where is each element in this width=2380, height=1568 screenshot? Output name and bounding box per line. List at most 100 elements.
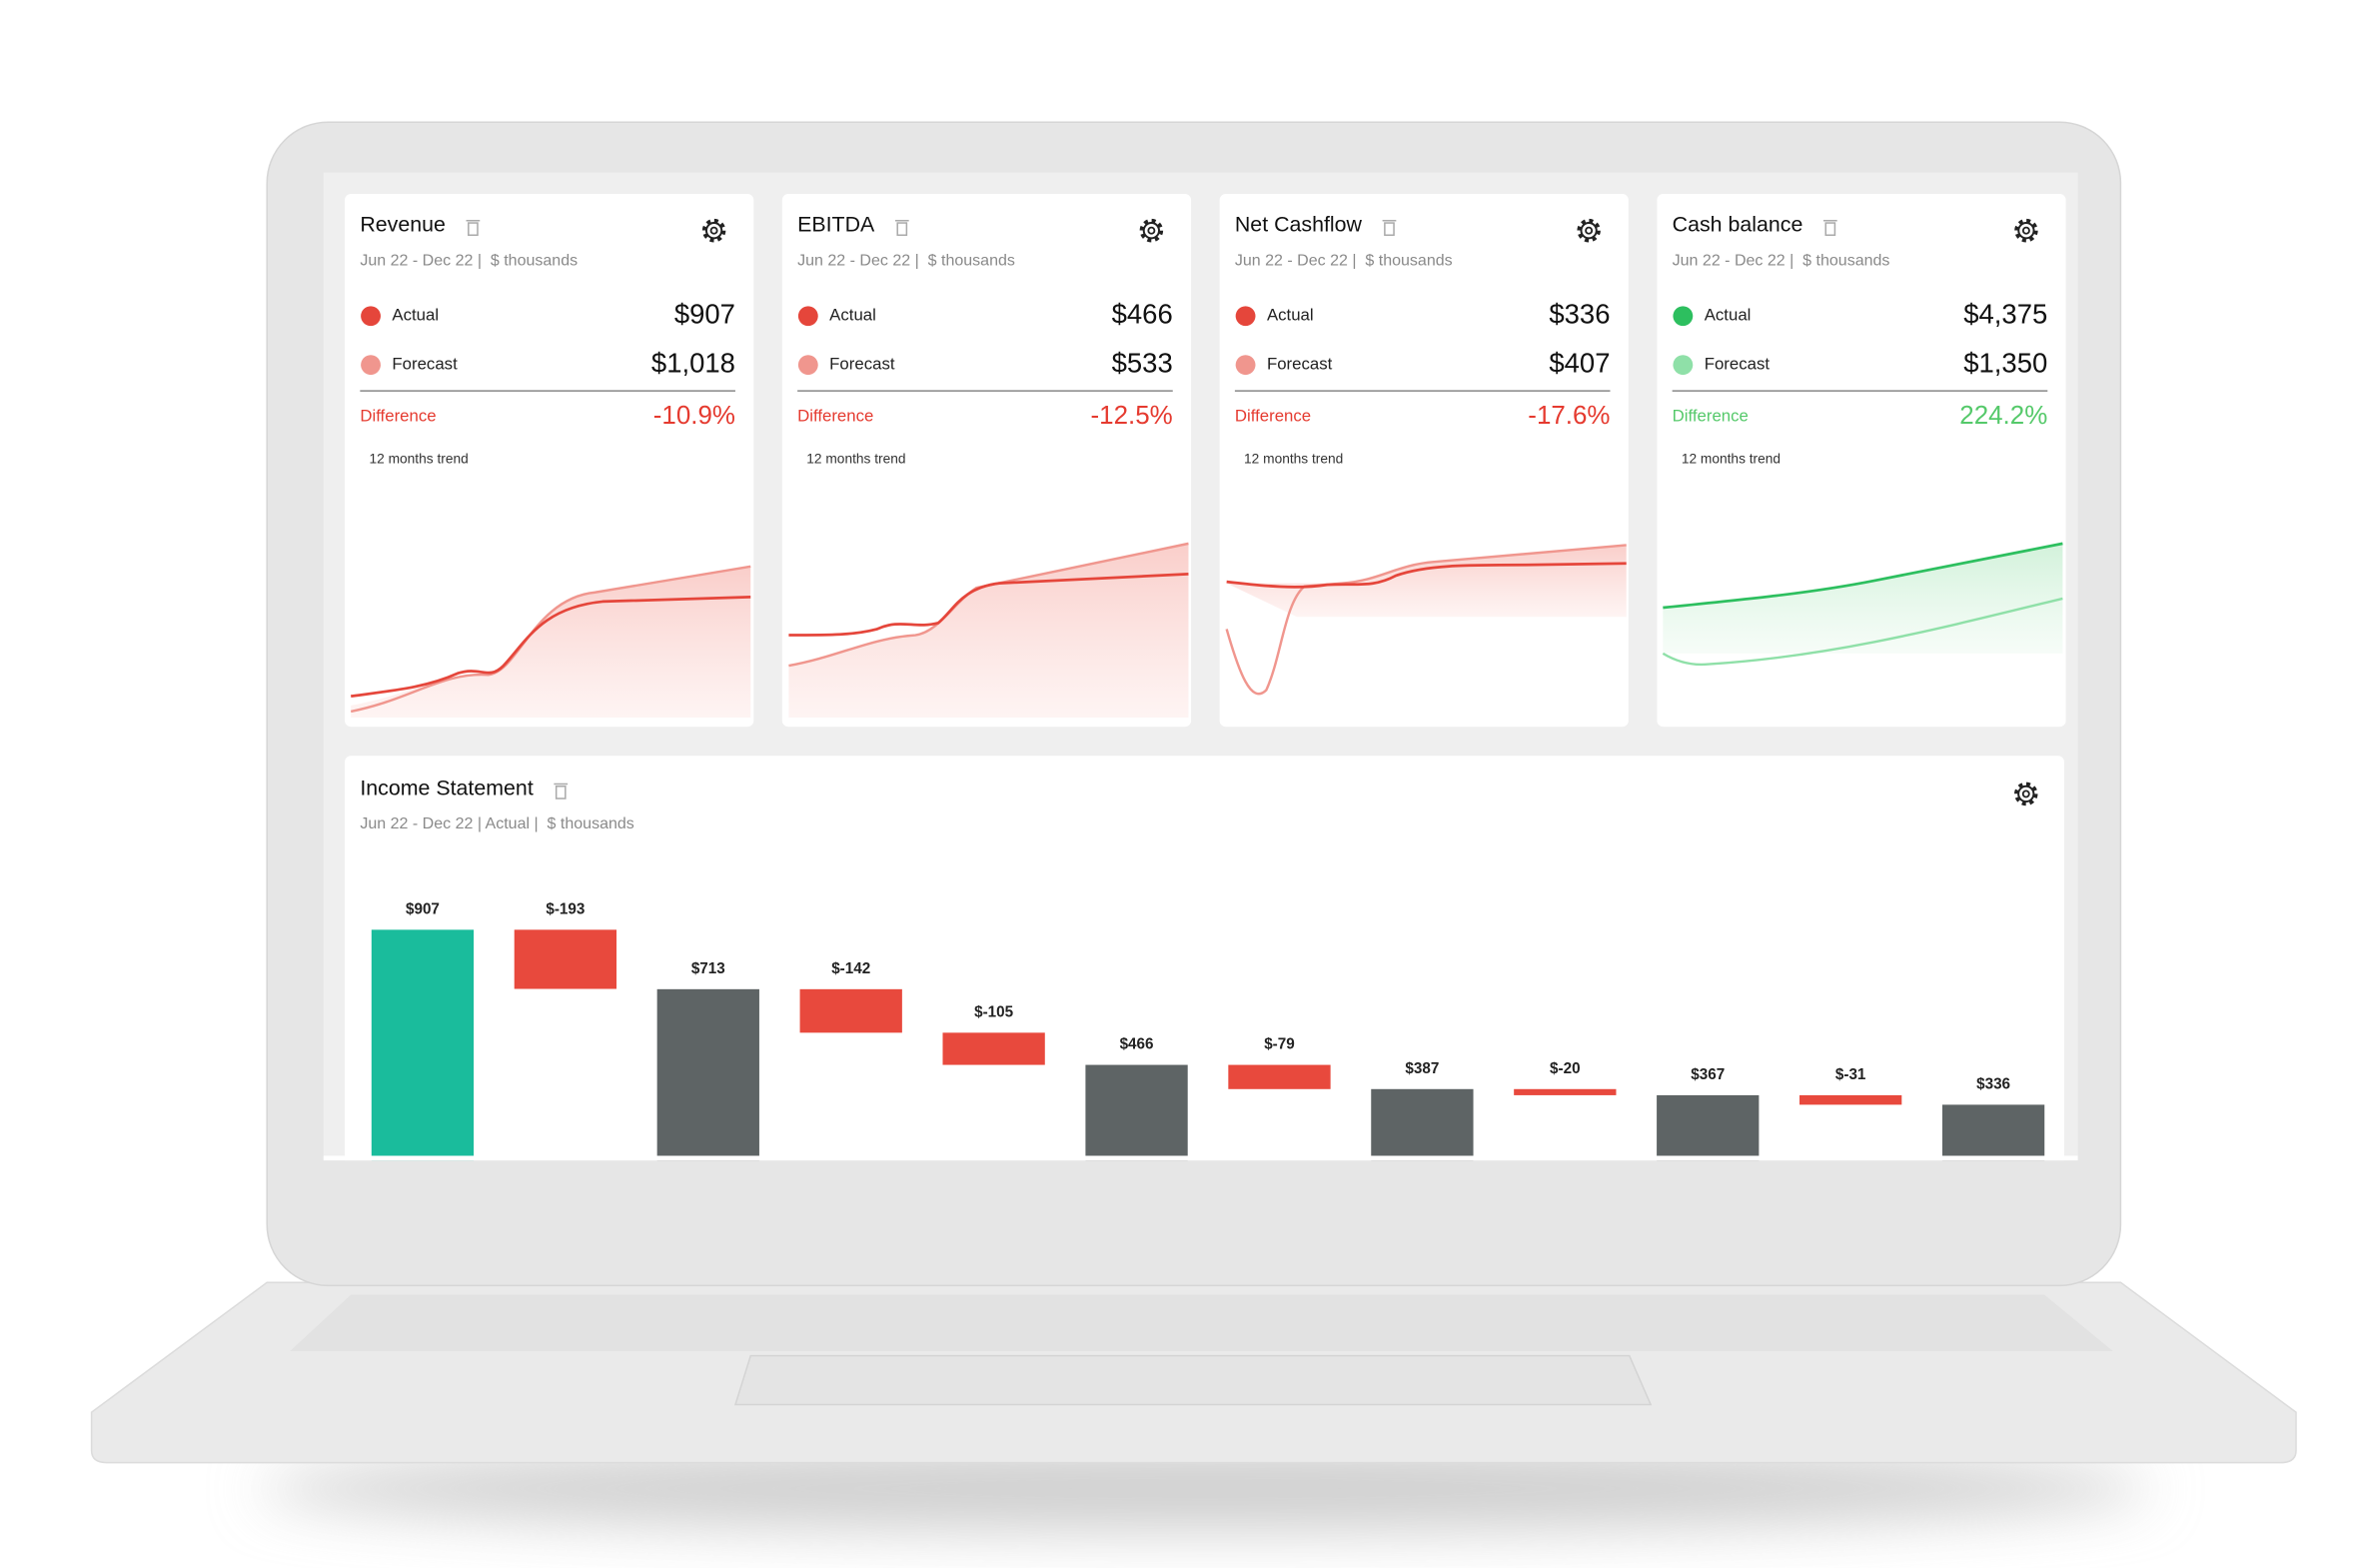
- actual-value: $336: [1549, 299, 1610, 330]
- kpi-card: Net Cashflow Jun 22 - Dec 22 | $ thousand…: [1219, 194, 1629, 728]
- gear-ring: [2017, 222, 2035, 240]
- waterfall-bar: [514, 929, 617, 989]
- card-subtitle: Jun 22 - Dec 22 | $ thousands: [360, 251, 578, 269]
- actual-dot: [1235, 306, 1256, 327]
- trend-area: [1663, 543, 2063, 654]
- settings-icon[interactable]: [1577, 218, 1601, 243]
- data-label: $336: [1976, 1076, 2010, 1093]
- difference-label: Difference: [1235, 407, 1311, 426]
- gear-hole: [709, 226, 718, 235]
- trend-label: 12 months trend: [1244, 451, 1343, 466]
- waterfall-bar: [1228, 1064, 1331, 1089]
- trash-body: [1824, 222, 1836, 237]
- forecast-value: $407: [1549, 347, 1610, 378]
- data-label: $-193: [546, 901, 585, 918]
- actual-dot: [361, 306, 381, 327]
- trash-body: [555, 785, 567, 799]
- data-label: $-142: [831, 960, 870, 977]
- trend-chart: [788, 542, 1189, 719]
- forecast-label: Forecast: [1267, 355, 1333, 374]
- card-title: Cash balance: [1673, 213, 1803, 237]
- actual-dot: [1673, 306, 1694, 327]
- trackpad: [733, 1354, 1653, 1406]
- kpi-card: EBITDA Jun 22 - Dec 22 | $ thousands Actua…: [781, 194, 1192, 728]
- delete-icon[interactable]: [554, 783, 569, 799]
- actual-value: $907: [674, 299, 735, 330]
- forecast-label: Forecast: [829, 355, 895, 374]
- waterfall-bar: [1657, 1094, 1760, 1161]
- data-label: $-79: [1264, 1036, 1295, 1053]
- card-title: Net Cashflow: [1235, 213, 1363, 237]
- forecast-line: [1225, 544, 1627, 696]
- data-label: $466: [1120, 1036, 1154, 1053]
- delete-icon[interactable]: [466, 219, 481, 237]
- waterfall-bar: [1085, 1064, 1188, 1161]
- waterfall-bar: [371, 929, 475, 1161]
- waterfall-bar: [1799, 1094, 1902, 1105]
- gear-hole: [2021, 226, 2030, 235]
- data-label: $387: [1405, 1060, 1439, 1077]
- data-label: $713: [691, 960, 725, 977]
- trend-area: [1226, 545, 1627, 618]
- kpi-card: Cash balance Jun 22 - Dec 22 | $ thousand…: [1657, 194, 2066, 728]
- forecast-dot: [797, 355, 818, 376]
- gear-ring: [2017, 784, 2035, 803]
- forecast-line: [1662, 597, 2063, 667]
- actual-label: Actual: [1267, 306, 1314, 325]
- waterfall-bar: [1941, 1104, 2045, 1161]
- keyboard: [290, 1294, 2113, 1352]
- forecast-line: [350, 565, 751, 714]
- difference-value: -10.9%: [653, 400, 735, 430]
- settings-icon[interactable]: [1139, 218, 1164, 243]
- forecast-dot: [1673, 355, 1694, 376]
- data-label: $367: [1691, 1066, 1725, 1083]
- gear-ring: [1580, 222, 1598, 240]
- difference-label: Difference: [360, 407, 436, 426]
- gear-teeth: [1139, 218, 1164, 243]
- waterfall-bar: [1514, 1088, 1617, 1095]
- difference-value: -12.5%: [1091, 400, 1173, 430]
- forecast-label: Forecast: [1705, 355, 1771, 374]
- shadow: [259, 1445, 2151, 1532]
- settings-icon[interactable]: [2013, 782, 2038, 806]
- waterfall-bar: [799, 988, 902, 1033]
- waterfall-bar: [942, 1032, 1045, 1065]
- delete-icon[interactable]: [1382, 219, 1397, 237]
- trash-body: [468, 222, 479, 237]
- card-title: Revenue: [360, 213, 446, 237]
- trend-chart: [1225, 544, 1627, 696]
- actual-value: $4,375: [1963, 299, 2047, 330]
- chart-title: Income Statement: [360, 776, 533, 799]
- gear-hole: [1147, 226, 1156, 235]
- card-title: EBITDA: [797, 213, 875, 237]
- difference-label: Difference: [797, 407, 873, 426]
- forecast-value: $533: [1112, 347, 1173, 378]
- gear-teeth: [1577, 218, 1601, 243]
- card-subtitle: Jun 22 - Dec 22 | $ thousands: [797, 251, 1015, 269]
- delete-icon[interactable]: [1822, 219, 1837, 237]
- forecast-value: $1,018: [651, 347, 735, 378]
- settings-icon[interactable]: [701, 218, 726, 243]
- actual-value: $466: [1112, 299, 1173, 330]
- trend-label: 12 months trend: [370, 451, 469, 466]
- card-subtitle: Jun 22 - Dec 22 | $ thousands: [1673, 251, 1890, 269]
- data-label: $-20: [1550, 1060, 1581, 1077]
- trend-chart: [350, 565, 751, 719]
- difference-value: -17.6%: [1528, 400, 1610, 430]
- gear-hole: [2021, 789, 2030, 798]
- actual-line: [351, 595, 751, 699]
- actual-line: [1663, 542, 2063, 610]
- waterfall-bar: [656, 988, 759, 1161]
- data-label: $907: [406, 901, 440, 918]
- screen-edge-cover: [323, 1155, 2078, 1161]
- gear-teeth: [701, 218, 726, 243]
- gear-hole: [1585, 226, 1594, 235]
- gear-teeth: [2013, 782, 2038, 806]
- card-subtitle: Jun 22 - Dec 22 | $ thousands: [1235, 251, 1453, 269]
- trend-label: 12 months trend: [806, 451, 905, 466]
- delete-icon[interactable]: [894, 219, 909, 237]
- settings-icon[interactable]: [2014, 218, 2038, 243]
- actual-label: Actual: [392, 306, 439, 325]
- card-background: [345, 756, 2064, 1161]
